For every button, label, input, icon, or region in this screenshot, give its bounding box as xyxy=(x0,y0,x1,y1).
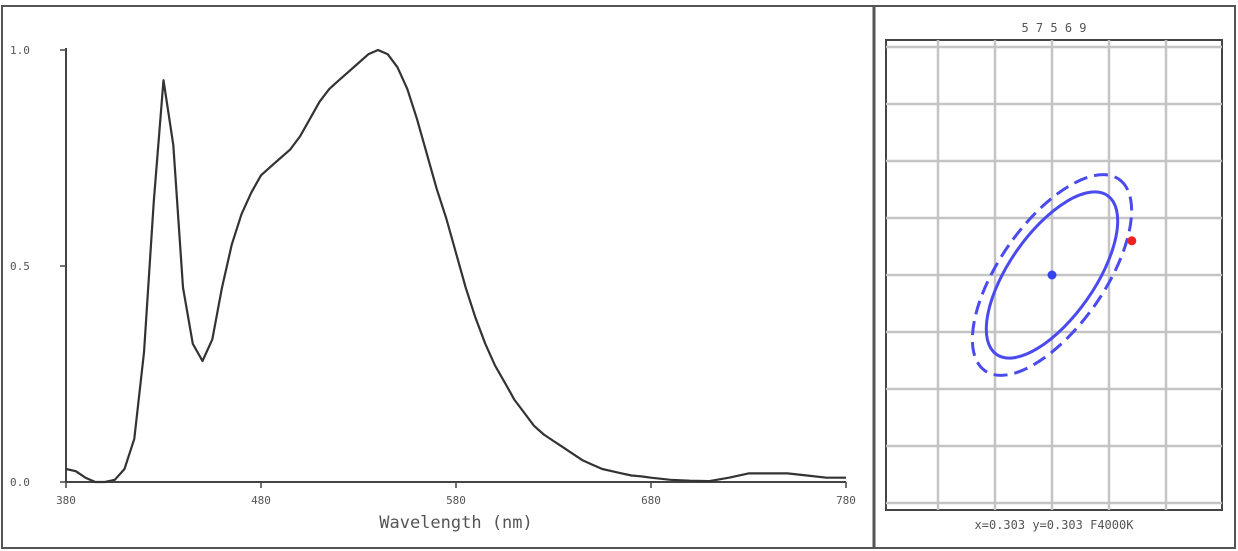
x-tick-label: 580 xyxy=(446,494,466,507)
target-point xyxy=(1047,270,1057,280)
chromaticity-chart: 5 7 5 6 9 x=0.303 y=0.303 F4000K xyxy=(885,21,1223,532)
spectrum-chart: 380 480 580 680 780 0.0 0.5 1.0 Wavelength (nm) xyxy=(10,44,856,533)
y-tick-label: 0.0 xyxy=(10,476,30,489)
measured-point xyxy=(1127,236,1137,246)
y-tick-label: 0.5 xyxy=(10,260,30,273)
x-tick-label: 680 xyxy=(641,494,661,507)
x-tick-label: 480 xyxy=(251,494,271,507)
tolerance-ellipse-inner xyxy=(984,190,1120,360)
outer-border xyxy=(1,5,1236,549)
x-tick-label: 780 xyxy=(836,494,856,507)
x-tick-label: 380 xyxy=(56,494,76,507)
tolerance-ellipse-outer xyxy=(970,173,1134,377)
spectrum-line xyxy=(65,48,846,484)
cie-title: 5 7 5 6 9 xyxy=(1021,21,1086,35)
cie-caption: x=0.303 y=0.303 F4000K xyxy=(975,518,1135,532)
x-axis-label: Wavelength (nm) xyxy=(379,513,533,533)
y-tick-label: 1.0 xyxy=(10,44,30,57)
